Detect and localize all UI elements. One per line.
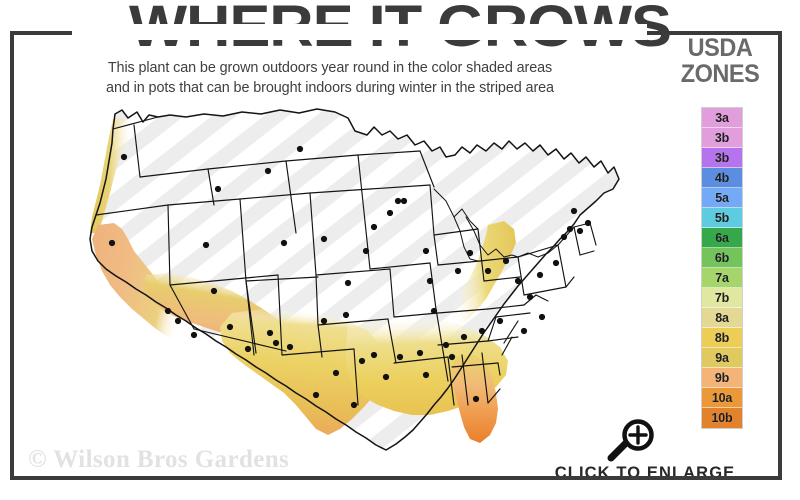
watermark: © Wilson Bros Gardens [28, 446, 290, 473]
legend-title: USDA ZONES [664, 34, 777, 88]
us-map-svg[interactable] [18, 105, 658, 460]
zone-swatch-5b-5: 5b [702, 208, 742, 228]
usda-zone-map[interactable] [18, 105, 658, 460]
zone-swatch-label: 6a [715, 230, 729, 245]
zone-swatch-7a-8: 7a [702, 268, 742, 288]
zone-swatch-8b-11: 8b [702, 328, 742, 348]
map-state-outlines [89, 108, 620, 451]
zone-swatch-10b-15: 10b [702, 408, 742, 428]
magnifier-plus-icon[interactable] [607, 418, 659, 462]
zone-swatch-label: 7a [715, 270, 729, 285]
click-to-enlarge-control[interactable]: CLICK TO ENLARGE [545, 418, 745, 484]
usda-zones-legend: USDA ZONES 3a 3b 3b 4b 5a 5b 6a 6b 7a 7b 8a 8b 9a 9b 1… [660, 34, 780, 456]
zone-swatch-label: 8a [715, 310, 729, 325]
zone-swatch-label: 3b [714, 130, 730, 145]
zone-swatch-label: 3a [715, 110, 729, 125]
zone-shade-texas [220, 309, 386, 435]
zone-shade-pacific-northwest [90, 117, 134, 233]
magnifier-glyph [607, 419, 654, 462]
zone-swatch-3b-2: 3b [702, 148, 742, 168]
zone-swatch-label: 7b [714, 290, 730, 305]
click-to-enlarge-label[interactable]: CLICK TO ENLARGE [554, 464, 736, 482]
zone-swatch-9b-13: 9b [702, 368, 742, 388]
subtitle-line-1: This plant can be grown outdoors year ro… [107, 60, 553, 76]
zone-swatch-6a-6: 6a [702, 228, 742, 248]
legend-title-line-1: USDA [687, 34, 753, 62]
zone-swatch-8a-10: 8a [702, 308, 742, 328]
zone-swatch-label: 10a [711, 390, 733, 405]
zone-swatch-label: 6b [714, 250, 730, 265]
zone-swatch-label: 3b [714, 150, 730, 165]
zone-swatch-3a-0: 3a [702, 108, 742, 128]
zone-color-scale: 3a 3b 3b 4b 5a 5b 6a 6b 7a 7b 8a 8b 9a 9b 10a 10b [701, 107, 743, 429]
zone-swatch-label: 10b [711, 411, 733, 425]
zone-swatch-9a-12: 9a [702, 348, 742, 368]
zone-swatch-7b-9: 7b [702, 288, 742, 308]
zone-swatch-6b-7: 6b [702, 248, 742, 268]
subtitle-line-2: and in pots that can be brought indoors … [106, 80, 554, 97]
zone-swatch-label: 9b [714, 370, 730, 385]
zone-swatch-4b-3: 4b [702, 168, 742, 188]
legend-title-line-2: ZONES [680, 59, 760, 88]
subtitle: This plant can be grown outdoors year ro… [30, 58, 630, 99]
zone-swatch-label: 5b [714, 210, 730, 225]
zone-swatch-label: 8b [714, 330, 730, 345]
zone-swatch-label: 5a [715, 190, 729, 205]
zone-swatch-label: 4b [714, 170, 730, 185]
map-city-dots [108, 145, 592, 409]
zone-swatch-5a-4: 5a [702, 188, 742, 208]
zone-swatch-3b-1: 3b [702, 128, 742, 148]
zone-swatch-10a-14: 10a [702, 388, 742, 408]
zone-shade-atlantic-coast [448, 221, 516, 327]
zone-swatch-label: 9a [715, 350, 729, 365]
